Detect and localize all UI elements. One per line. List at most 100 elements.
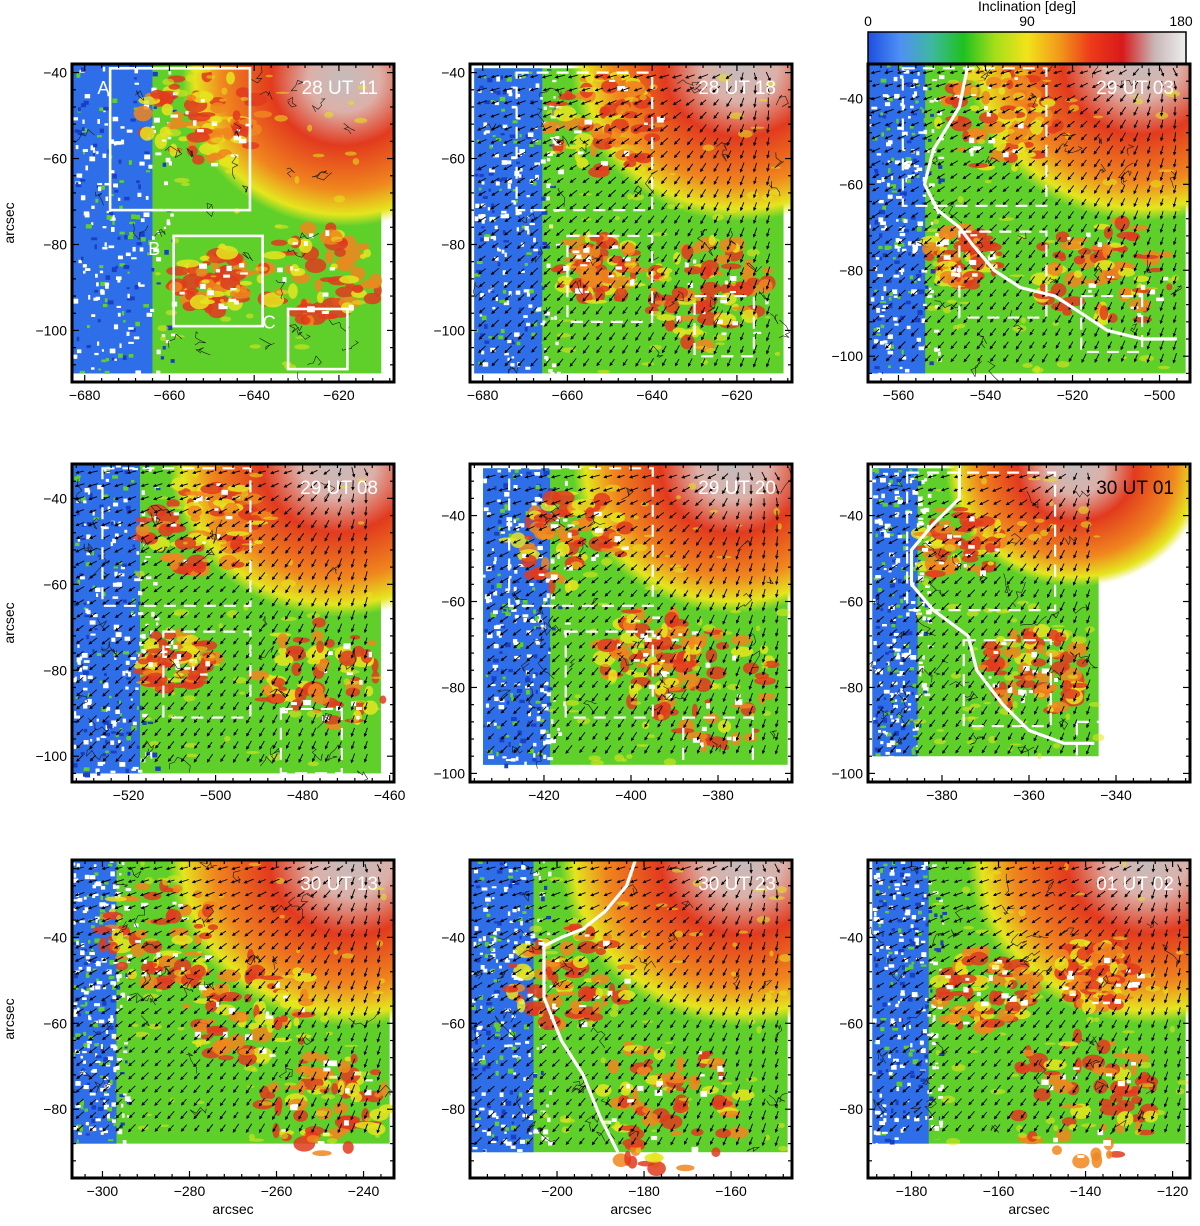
y-axis-title: arcsec xyxy=(1,602,17,643)
y-axis-title: arcsec xyxy=(1,998,17,1039)
x-axis-title: arcsec xyxy=(610,1201,651,1217)
box-a xyxy=(508,467,654,607)
y-tick-label: −60 xyxy=(441,151,465,167)
box-label-b: B xyxy=(148,239,160,259)
panel-30-ut-13: −300 −280 −260 −240 −40 −60 −80 arcsec arcsec 30 … xyxy=(1,858,396,1217)
y-tick-label: −80 xyxy=(839,679,863,695)
box-a xyxy=(515,71,654,212)
box-b xyxy=(162,630,252,719)
time-stamp: 01 UT 02 xyxy=(1096,874,1174,895)
box-label-a: A xyxy=(97,78,109,98)
x-tick-label: −620 xyxy=(323,387,355,403)
x-axis-title: arcsec xyxy=(212,1201,253,1217)
inclination-map xyxy=(72,64,394,382)
panel-29-ut-03: −560 −540 −520 −500 −40 −60 −80 −100 29 UT 03 xyxy=(831,62,1192,403)
box-c xyxy=(286,307,349,371)
x-tick-label: −300 xyxy=(87,1183,119,1199)
x-tick-label: −660 xyxy=(552,387,584,403)
x-axis-title: arcsec xyxy=(1008,1201,1049,1217)
x-tick-label: −460 xyxy=(374,787,406,803)
y-tick-label: −60 xyxy=(441,1015,465,1031)
field-vectors xyxy=(74,467,369,764)
x-tick-label: −560 xyxy=(883,387,915,403)
field-texture xyxy=(913,476,1105,760)
sunspot xyxy=(572,464,792,613)
y-tick-label: −100 xyxy=(433,322,465,338)
x-tick-label: −140 xyxy=(1070,1183,1102,1199)
inclination-map xyxy=(72,464,394,781)
x-tick-label: −380 xyxy=(926,787,958,803)
box-c xyxy=(1075,720,1139,779)
inclination-map xyxy=(483,464,792,771)
panel-01-ut-02: −180 −160 −140 −120 −40 −60 −80 arcsec 01 UT 02 xyxy=(839,858,1192,1217)
contours xyxy=(868,866,1179,1135)
x-tick-label: −660 xyxy=(154,387,186,403)
colorbar-label-max: 180 xyxy=(1169,13,1193,29)
time-stamp: 28 UT 11 xyxy=(302,78,378,99)
box-b xyxy=(962,639,1052,728)
y-tick-label: −80 xyxy=(839,262,863,278)
box-a xyxy=(901,67,1048,207)
y-tick-label: −40 xyxy=(43,65,67,81)
time-stamp: 29 UT 08 xyxy=(300,478,378,499)
time-stamp: 29 UT 20 xyxy=(698,478,776,499)
box-a xyxy=(108,66,252,212)
box-a xyxy=(101,467,252,607)
sunspot xyxy=(168,860,394,1026)
emergence-regions xyxy=(929,937,1159,1169)
x-tick-label: −340 xyxy=(1100,787,1132,803)
x-tick-label: −620 xyxy=(721,387,753,403)
colorbar: Inclination [deg] 0 90 180 xyxy=(864,0,1193,65)
field-texture xyxy=(932,860,1190,1146)
x-tick-label: −400 xyxy=(615,787,647,803)
x-tick-label: −680 xyxy=(467,387,499,403)
x-tick-label: −540 xyxy=(970,387,1002,403)
y-tick-label: −60 xyxy=(441,594,465,610)
y-tick-label: −60 xyxy=(839,176,863,192)
y-tick-label: −60 xyxy=(43,151,67,167)
box-label-c: C xyxy=(263,312,276,332)
panel-frame xyxy=(866,62,1192,384)
ticks xyxy=(72,463,394,782)
x-tick-label: −380 xyxy=(702,787,734,803)
y-tick-label: −80 xyxy=(43,662,67,678)
y-tick-label: −80 xyxy=(441,1101,465,1117)
time-stamp: 29 UT 03 xyxy=(1096,78,1174,99)
x-tick-label: −480 xyxy=(287,787,319,803)
panel-frame xyxy=(468,858,794,1180)
emergence-regions xyxy=(498,490,780,753)
time-stamp: 30 UT 01 xyxy=(1096,478,1174,499)
inclination-map xyxy=(72,860,394,1157)
polarity-inversion-line xyxy=(542,860,637,1153)
x-tick-label: −160 xyxy=(983,1183,1015,1199)
ticks xyxy=(470,463,792,782)
box-a xyxy=(906,471,1057,612)
box-c xyxy=(693,294,755,358)
box-b xyxy=(172,234,264,328)
sunspot xyxy=(945,464,1190,587)
y-tick-label: −40 xyxy=(839,508,863,524)
ticks xyxy=(72,860,394,1179)
x-tick-label: −120 xyxy=(1157,1183,1189,1199)
ticks xyxy=(868,860,1191,1179)
box-c xyxy=(1080,294,1144,354)
ticks xyxy=(470,64,792,383)
x-tick-label: −520 xyxy=(113,787,145,803)
sunspot xyxy=(181,64,394,227)
x-tick-label: −260 xyxy=(261,1183,293,1199)
x-tick-label: −640 xyxy=(238,387,270,403)
box-b xyxy=(958,230,1048,319)
x-tick-label: −640 xyxy=(636,387,668,403)
field-texture xyxy=(154,74,368,370)
field-vectors xyxy=(485,471,780,755)
x-tick-label: −680 xyxy=(69,387,101,403)
x-tick-label: −160 xyxy=(715,1183,747,1199)
inclination-map xyxy=(868,64,1190,382)
y-tick-label: −60 xyxy=(839,594,863,610)
y-tick-label: −100 xyxy=(35,322,67,338)
y-tick-label: −80 xyxy=(839,1101,863,1117)
time-stamp: 28 UT 18 xyxy=(698,78,776,99)
time-stamp: 30 UT 23 xyxy=(698,874,776,895)
y-tick-label: −80 xyxy=(441,236,465,252)
